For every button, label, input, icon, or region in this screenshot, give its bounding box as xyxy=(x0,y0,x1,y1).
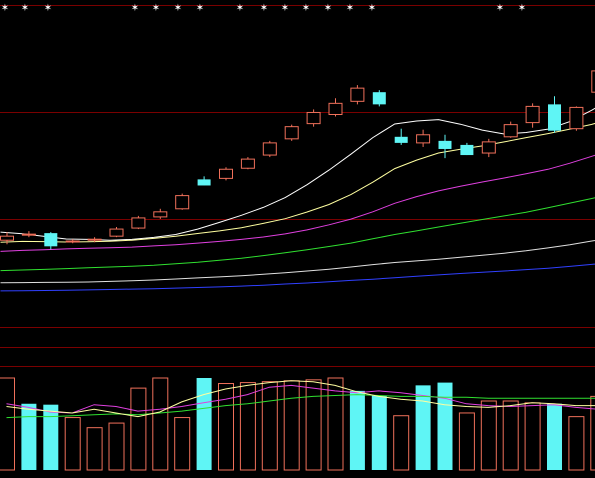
volume-average-line xyxy=(6,394,595,419)
candle-body xyxy=(438,140,452,149)
volume-bar xyxy=(64,417,81,471)
candle-body xyxy=(175,195,190,210)
marker-star-icon: ✶ xyxy=(152,3,160,14)
candle-body xyxy=(416,134,431,144)
volume-bar xyxy=(480,400,497,471)
candle-body xyxy=(65,240,80,243)
moving-average-line xyxy=(0,263,595,292)
volume-bar xyxy=(43,404,59,470)
volume-bar xyxy=(393,415,410,471)
volume-bar xyxy=(218,383,234,471)
marker-star-icon: ✶ xyxy=(1,3,9,14)
moving-average-line xyxy=(0,197,595,272)
marker-star-icon: ✶ xyxy=(324,3,332,14)
candle-body xyxy=(219,168,233,179)
volume-bar xyxy=(174,417,191,471)
marker-star-icon: ✶ xyxy=(131,3,139,14)
marker-star-icon: ✶ xyxy=(496,3,504,14)
volume-average-line xyxy=(6,380,595,418)
marker-star-icon: ✶ xyxy=(44,3,52,14)
marker-star-icon: ✶ xyxy=(21,3,29,14)
volume-bar xyxy=(261,381,278,471)
volume-bar xyxy=(86,427,103,471)
candle-body xyxy=(372,92,386,105)
volume-bar xyxy=(21,403,37,470)
volume-bar xyxy=(547,403,562,470)
marker-star-icon: ✶ xyxy=(174,3,182,14)
volume-bar xyxy=(152,377,169,471)
candle-body xyxy=(503,124,518,138)
candle-body xyxy=(21,233,36,236)
volume-bar xyxy=(349,390,365,470)
candle-body xyxy=(591,70,595,93)
volume-bar xyxy=(415,385,431,470)
volume-bar xyxy=(305,379,322,471)
moving-average-line xyxy=(0,239,595,284)
candle-body xyxy=(328,102,343,115)
volume-bar xyxy=(568,416,585,471)
candle-body xyxy=(131,217,146,229)
candle-body xyxy=(306,111,321,125)
marker-star-icon: ✶ xyxy=(236,3,244,14)
moving-average-line xyxy=(0,154,595,252)
candle-body xyxy=(0,235,14,241)
volume-bar xyxy=(108,422,125,471)
volume-bar xyxy=(327,377,344,471)
candle-body xyxy=(87,238,102,241)
candle-body xyxy=(109,228,124,237)
volume-bar xyxy=(502,400,519,471)
volume-bar xyxy=(590,395,595,471)
moving-average-line xyxy=(0,122,595,243)
volume-bar xyxy=(371,395,387,470)
candle-body xyxy=(153,211,168,218)
candle-body xyxy=(394,136,408,143)
candle-body xyxy=(262,142,277,156)
candle-body xyxy=(240,158,255,169)
marker-star-icon: ✶ xyxy=(518,3,526,14)
volume-bar xyxy=(283,380,300,471)
volume-average-line xyxy=(6,384,595,414)
volume-bar xyxy=(130,387,147,471)
candle-body xyxy=(197,179,211,186)
candle-body xyxy=(460,144,474,156)
candle-body xyxy=(525,105,540,124)
volume-bar xyxy=(458,412,475,471)
candle-body xyxy=(284,126,299,140)
volume-bar xyxy=(524,402,541,471)
volume-bar xyxy=(196,378,212,470)
marker-star-icon: ✶ xyxy=(302,3,310,14)
marker-star-icon: ✶ xyxy=(196,3,204,14)
marker-star-icon: ✶ xyxy=(368,3,376,14)
candle-body xyxy=(350,87,365,102)
candle-body xyxy=(569,106,584,130)
candle-body xyxy=(481,141,496,154)
volume-bar xyxy=(0,377,15,471)
marker-star-icon: ✶ xyxy=(281,3,289,14)
marker-star-icon: ✶ xyxy=(260,3,268,14)
candle-body xyxy=(548,104,561,131)
marker-star-icon: ✶ xyxy=(346,3,354,14)
volume-bar xyxy=(437,382,453,470)
candle-body xyxy=(44,233,58,247)
